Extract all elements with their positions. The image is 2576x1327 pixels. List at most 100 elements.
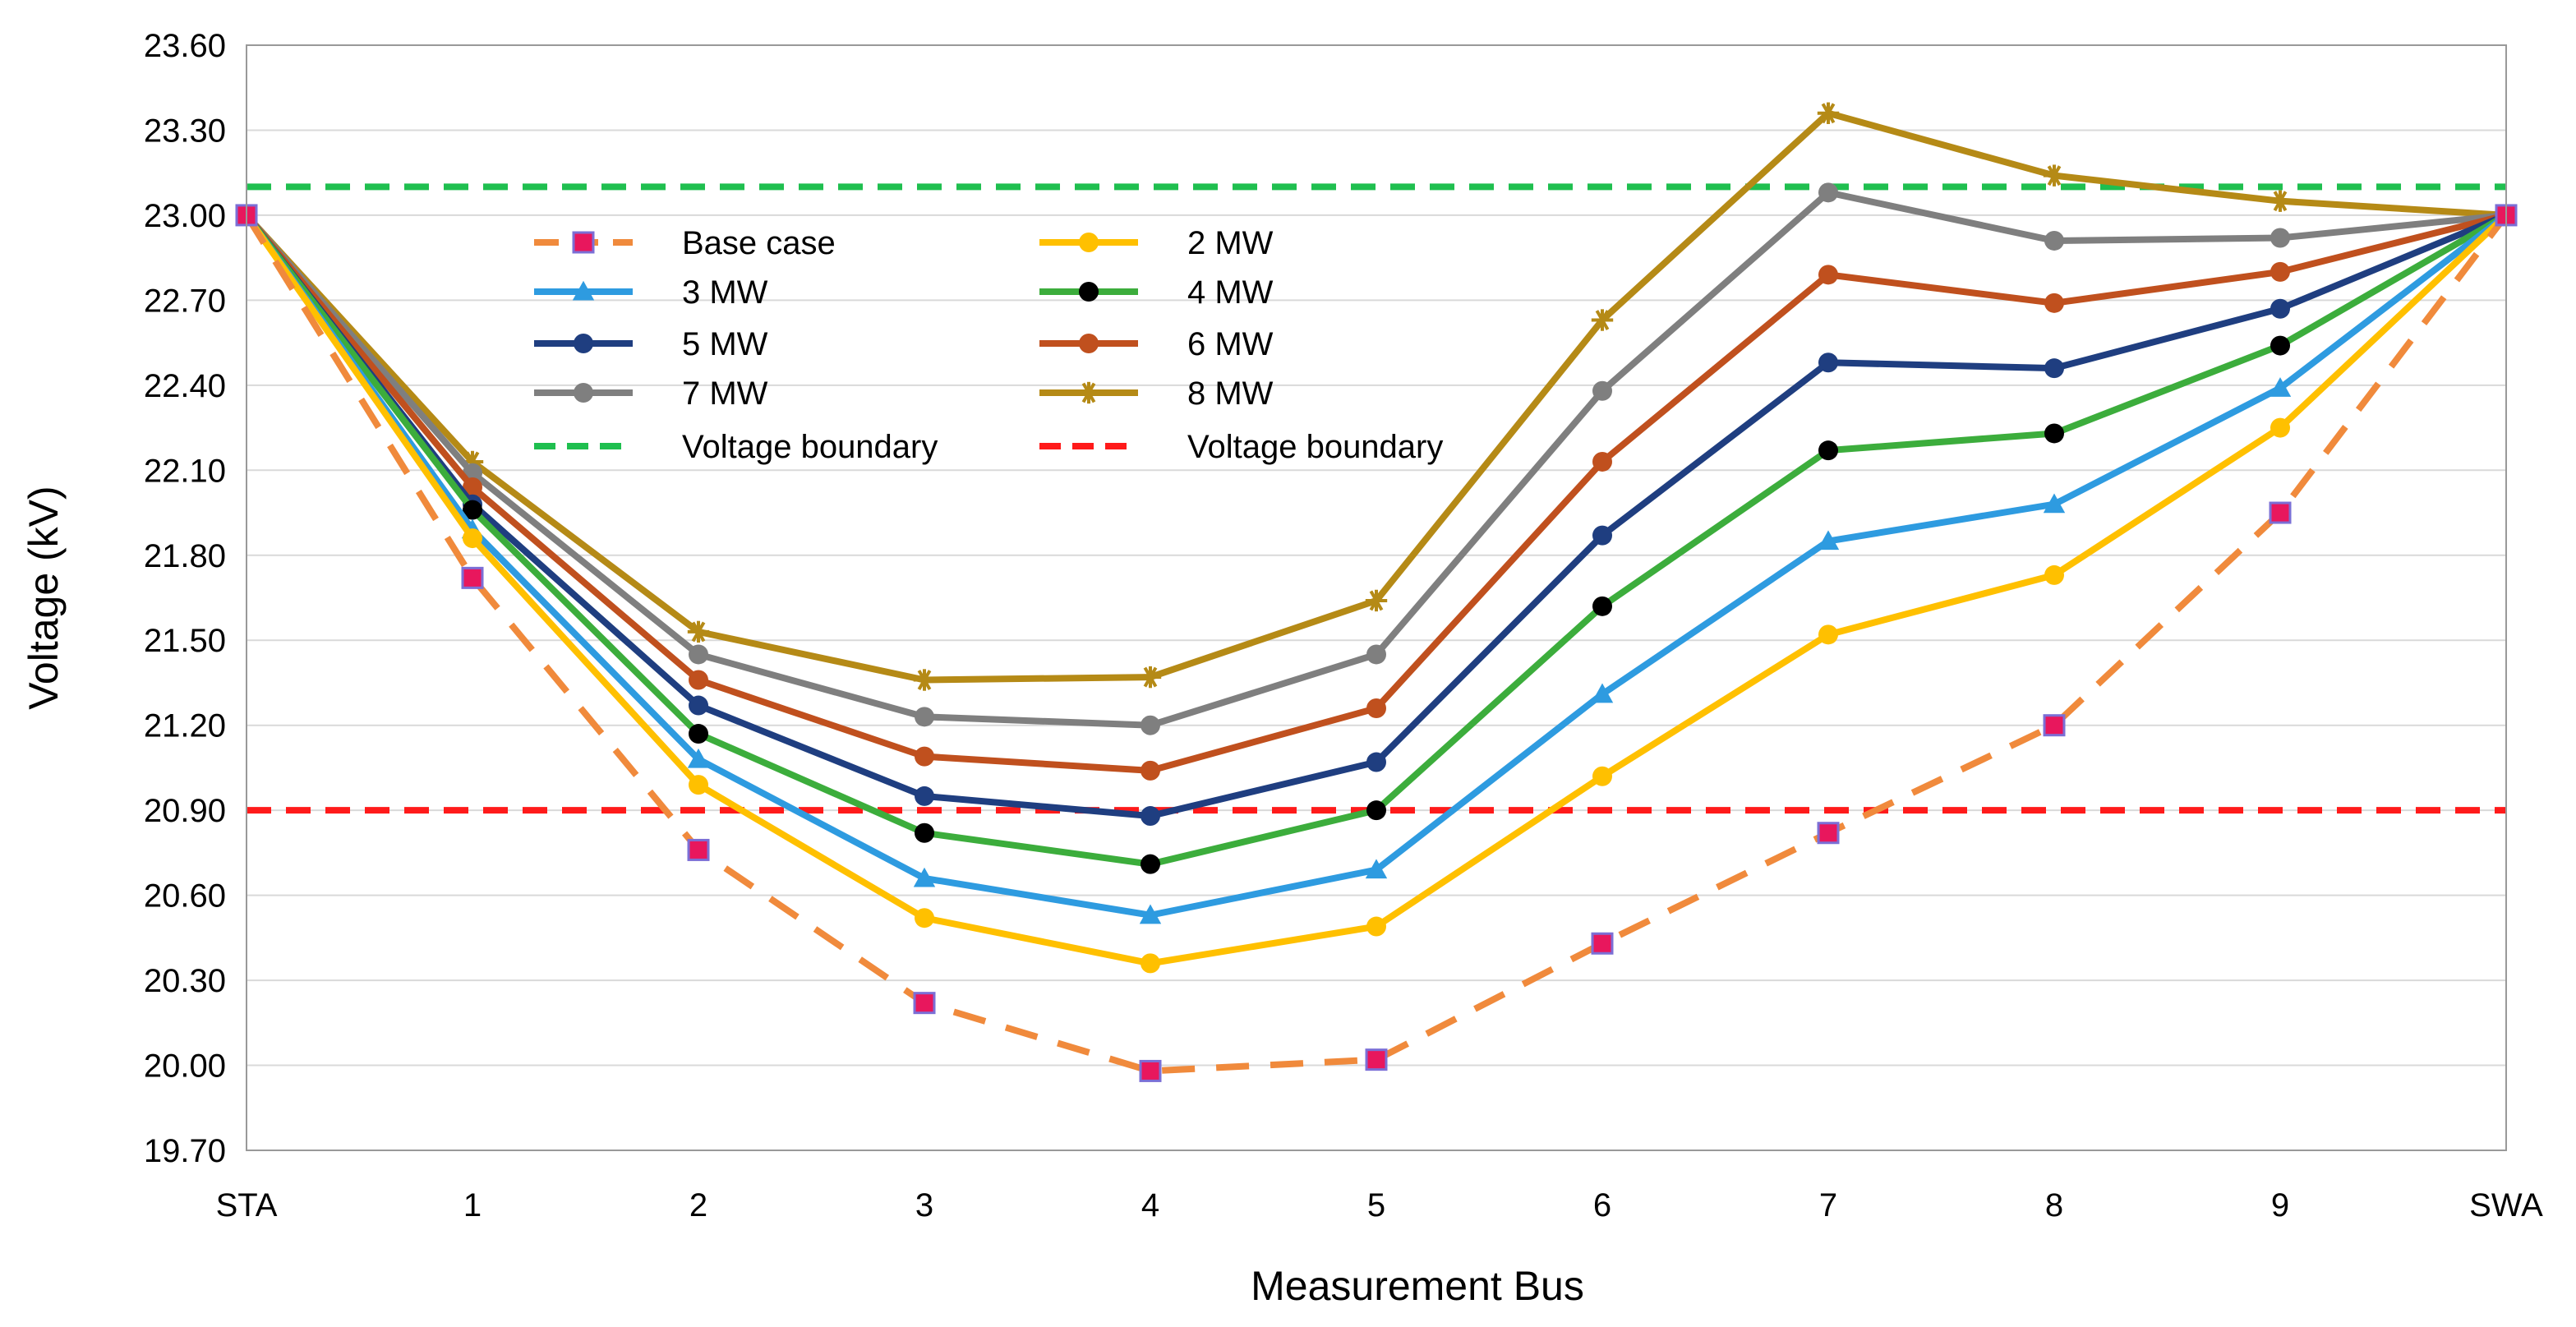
data-point-3-mw	[1591, 683, 1614, 703]
legend-marker	[572, 231, 595, 254]
legend-label: 2 MW	[1187, 225, 1274, 261]
legend-marker	[574, 383, 593, 403]
data-point-6-mw	[915, 746, 934, 767]
data-point-5-mw	[1141, 806, 1160, 827]
data-point-3-mw	[913, 867, 936, 887]
x-axis-title: Measurement Bus	[1251, 1263, 1584, 1309]
y-tick-label: 21.50	[144, 623, 226, 659]
x-tick-label: 6	[1593, 1187, 1611, 1223]
data-point-6-mw	[1592, 451, 1612, 472]
data-point-base-case	[461, 566, 484, 589]
data-point-5-mw	[1592, 525, 1612, 546]
y-tick-label: 20.00	[144, 1048, 226, 1085]
legend-marker	[1079, 334, 1099, 353]
legend-item-5-mw: 5 MW	[534, 326, 768, 362]
data-point-8-mw	[1817, 102, 1840, 124]
legend-item-voltage-boundary: Voltage boundary	[1039, 429, 1443, 465]
data-point-2-mw	[1592, 766, 1612, 786]
series-line-base-case	[243, 213, 2509, 1075]
series-lines	[235, 102, 2518, 1082]
data-point-base-case	[2269, 501, 2292, 524]
y-tick-label: 22.10	[144, 453, 226, 489]
data-point-base-case	[913, 992, 936, 1015]
data-point-4-mw	[2270, 335, 2290, 356]
data-point-3-mw	[1817, 530, 1840, 551]
y-tick-label: 19.70	[144, 1133, 226, 1169]
legend: Base case 2 MW 3 MW 4 MW 5 MW 6 MW 7 MW 8 MW Vol…	[534, 225, 1443, 465]
data-point-8-mw	[2269, 190, 2292, 212]
data-point-base-case	[1591, 932, 1614, 955]
data-point-base-case	[2043, 714, 2066, 737]
data-point-6-mw	[2270, 261, 2290, 282]
legend-label: 3 MW	[682, 274, 768, 311]
data-point-base-case	[687, 838, 710, 861]
legend-item-voltage-boundary: Voltage boundary	[534, 429, 938, 465]
x-tick-label: 1	[463, 1187, 482, 1223]
data-point-2-mw	[463, 528, 482, 549]
data-point-5-mw	[689, 695, 708, 716]
data-point-base-case	[1139, 1059, 1162, 1082]
legend-marker	[572, 280, 595, 301]
data-point-4-mw	[689, 724, 708, 744]
data-point-4-mw	[1366, 800, 1386, 821]
legend-label: 5 MW	[682, 326, 768, 362]
data-point-2-mw	[1366, 916, 1386, 937]
y-tick-label: 20.30	[144, 963, 226, 999]
data-point-6-mw	[1141, 760, 1160, 781]
data-point-7-mw	[1141, 715, 1160, 735]
x-tick-label: 4	[1141, 1187, 1159, 1223]
y-tick-labels: 19.70 20.00 20.30 20.60 20.90 21.20 21.50 21.80…	[144, 28, 226, 1169]
y-tick-label: 23.60	[144, 28, 226, 64]
legend-item-6-mw: 6 MW	[1039, 326, 1274, 362]
data-point-2-mw	[2270, 417, 2290, 438]
data-point-6-mw	[2044, 293, 2064, 313]
data-point-4-mw	[1141, 854, 1160, 874]
legend-label: Voltage boundary	[1187, 429, 1443, 465]
data-point-2-mw	[689, 775, 708, 795]
legend-item-3-mw: 3 MW	[534, 274, 768, 311]
y-tick-label: 21.20	[144, 708, 226, 744]
legend-item-8-mw: 8 MW	[1039, 376, 1274, 412]
data-point-3-mw	[1139, 904, 1162, 924]
x-tick-label: 9	[2271, 1187, 2289, 1223]
data-point-4-mw	[915, 822, 934, 843]
x-tick-label: STA	[216, 1187, 278, 1223]
legend-marker	[1079, 233, 1099, 252]
legend-label: 4 MW	[1187, 274, 1274, 311]
data-point-7-mw	[689, 644, 708, 665]
legend-label: 8 MW	[1187, 376, 1274, 412]
data-point-2-mw	[915, 908, 934, 928]
data-point-2-mw	[1818, 624, 1838, 645]
legend-item-7-mw: 7 MW	[534, 376, 768, 412]
data-point-8-mw	[1139, 666, 1162, 689]
x-tick-label: 5	[1367, 1187, 1385, 1223]
x-tick-label: 3	[915, 1187, 933, 1223]
data-point-base-case	[1365, 1048, 1388, 1071]
data-point-7-mw	[1818, 182, 1838, 203]
plot-area-frame	[246, 44, 2507, 1151]
data-point-8-mw	[1365, 589, 1388, 612]
x-tick-label: 2	[689, 1187, 707, 1223]
data-point-4-mw	[1818, 440, 1838, 461]
data-point-2-mw	[1141, 953, 1160, 974]
data-point-2-mw	[2044, 564, 2064, 585]
legend-item-2-mw: 2 MW	[1039, 225, 1274, 261]
y-tick-label: 21.80	[144, 538, 226, 574]
data-point-4-mw	[2044, 423, 2064, 444]
legend-label: Voltage boundary	[682, 429, 938, 465]
data-point-6-mw	[1366, 698, 1386, 718]
legend-label: 7 MW	[682, 376, 768, 412]
data-point-5-mw	[1366, 752, 1386, 772]
data-point-7-mw	[915, 707, 934, 727]
data-point-6-mw	[1818, 265, 1838, 285]
x-tick-label: SWA	[2469, 1187, 2543, 1223]
data-point-6-mw	[689, 670, 708, 690]
data-point-5-mw	[915, 786, 934, 806]
data-point-7-mw	[1366, 644, 1386, 665]
data-point-7-mw	[2044, 230, 2064, 251]
data-point-7-mw	[2270, 228, 2290, 248]
legend-label: Base case	[682, 225, 836, 261]
legend-item-4-mw: 4 MW	[1039, 274, 1274, 311]
y-tick-label: 20.60	[144, 878, 226, 915]
